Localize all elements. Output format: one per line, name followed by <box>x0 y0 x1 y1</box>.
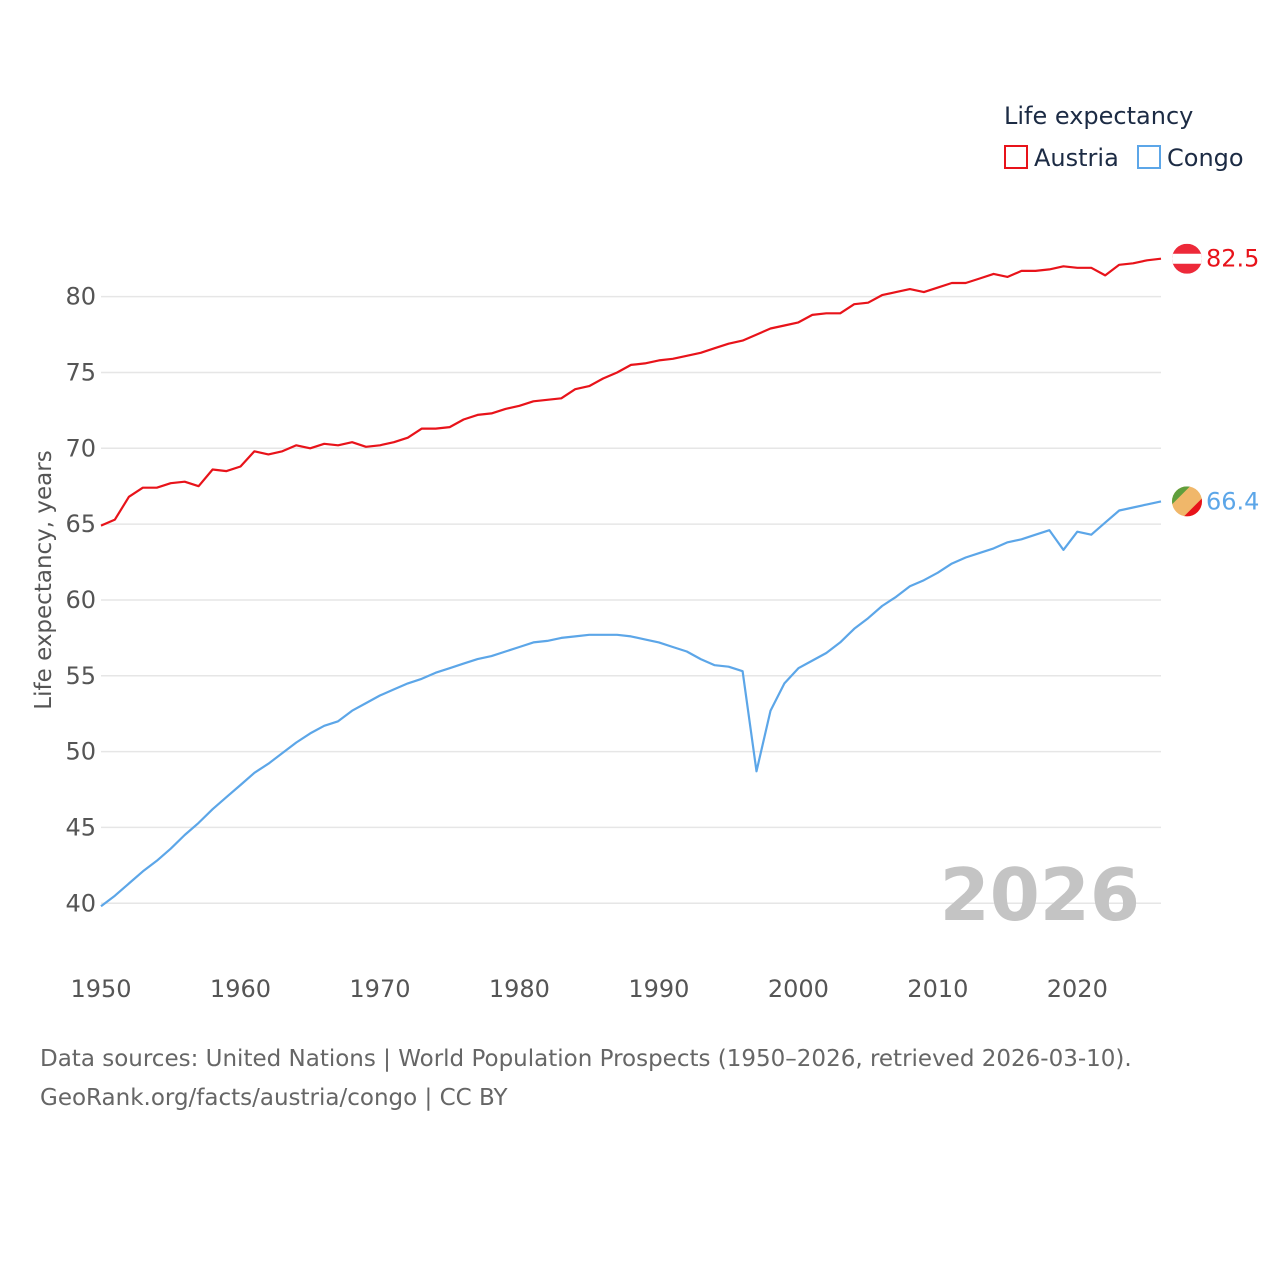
end-markers: 82.5 66.4 <box>1172 243 1259 517</box>
y-axis-ticks: 40 45 50 55 60 65 70 75 80 <box>65 283 96 918</box>
x-tick-label-2010: 2010 <box>907 975 968 1003</box>
x-axis-ticks: 1950 1960 1970 1980 1990 2000 2010 2020 <box>70 975 1107 1003</box>
year-watermark: 2026 <box>940 853 1140 937</box>
legend: Life expectancy Austria Congo <box>1004 102 1244 172</box>
x-tick-label-1960: 1960 <box>210 975 271 1003</box>
y-tick-label-60: 60 <box>65 586 96 614</box>
source-line-2[interactable]: GeoRank.org/facts/austria/congo | CC BY <box>40 1085 508 1111</box>
x-tick-label-1990: 1990 <box>628 975 689 1003</box>
series-line-austria <box>100 257 1162 527</box>
grid <box>101 295 1161 905</box>
x-tick-label-2000: 2000 <box>768 975 829 1003</box>
legend-swatch-austria <box>1004 145 1028 169</box>
y-axis-label: Life expectancy, years <box>31 450 57 709</box>
y-tick-label-80: 80 <box>65 283 96 311</box>
legend-item-congo[interactable]: Congo <box>1137 144 1244 172</box>
end-value-label-congo: 66.4 <box>1206 487 1259 515</box>
series-lines <box>100 257 1162 908</box>
legend-label-congo: Congo <box>1167 144 1244 172</box>
y-tick-label-45: 45 <box>65 813 96 841</box>
y-tick-label-75: 75 <box>65 358 96 386</box>
x-tick-label-1950: 1950 <box>70 975 131 1003</box>
y-tick-label-40: 40 <box>65 889 96 917</box>
legend-title: Life expectancy <box>1004 102 1193 130</box>
source-note: Data sources: United Nations | World Pop… <box>40 1040 1240 1118</box>
y-tick-label-70: 70 <box>65 434 96 462</box>
x-tick-label-1980: 1980 <box>489 975 550 1003</box>
series-line-congo <box>100 500 1162 908</box>
legend-swatch-congo <box>1137 145 1161 169</box>
legend-item-austria[interactable]: Austria <box>1004 144 1119 172</box>
source-line-1: Data sources: United Nations | World Pop… <box>40 1046 1132 1072</box>
austria-flag-icon <box>1172 243 1202 274</box>
x-tick-label-2020: 2020 <box>1047 975 1108 1003</box>
y-tick-label-50: 50 <box>65 738 96 766</box>
end-value-label-austria: 82.5 <box>1206 245 1259 273</box>
y-tick-label-55: 55 <box>65 662 96 690</box>
x-tick-label-1970: 1970 <box>349 975 410 1003</box>
y-tick-label-65: 65 <box>65 510 96 538</box>
congo-flag-icon <box>1172 486 1202 517</box>
legend-label-austria: Austria <box>1034 144 1119 172</box>
